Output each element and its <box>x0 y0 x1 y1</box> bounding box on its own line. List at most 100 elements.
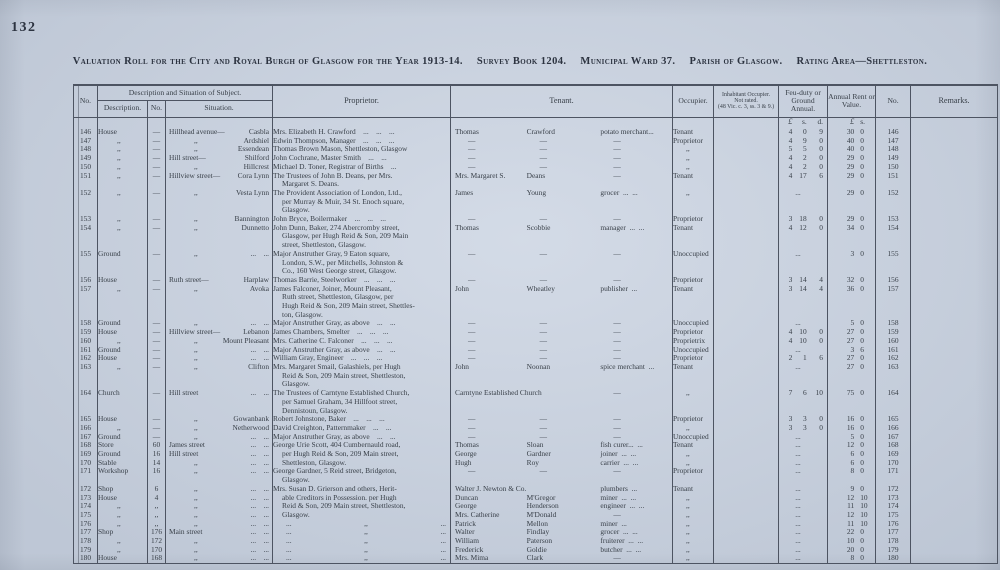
cell-tenant: — — — <box>450 432 674 442</box>
situation-street: ,, <box>194 432 198 441</box>
situation-street: ,, <box>194 319 198 328</box>
roll-row: 147,, —,, Ardshiel Edwin Thompson, Manager … <box>73 136 998 146</box>
cell-annual-rent: 16 0 <box>827 423 877 433</box>
situation-name: ... ... <box>250 510 270 519</box>
cell-inhabitant-occupier <box>713 484 780 494</box>
header-occupier: Occupier. <box>672 85 715 118</box>
roll-row: 153,, —,, Bannington John Bryce, Boilermake… <box>73 215 998 224</box>
cell-entry-no-right: 166 <box>875 423 912 433</box>
cell-remarks <box>911 224 998 250</box>
cell-entry-no: 156 <box>73 275 98 285</box>
cell-house-no: — <box>147 415 166 424</box>
cell-remarks <box>911 276 998 285</box>
tenant-forename: Thomas <box>455 128 479 136</box>
cell-occupier: Unoccupied <box>672 345 715 355</box>
proprietor-ditto: ... <box>440 545 447 554</box>
cell-feu-duty: 3 14 4 <box>778 275 829 285</box>
cell-remarks <box>911 163 998 172</box>
cell-annual-rent: 20 0 <box>827 545 877 555</box>
cell-occupier: Tenant <box>672 223 715 250</box>
rent-shillings: 0 <box>860 188 864 197</box>
situation-street: Hillhead avenue— <box>169 128 225 136</box>
cell-feu-duty: ... <box>778 458 829 468</box>
feu-dots: ... <box>795 554 801 563</box>
cell-entry-no-right: 180 <box>875 554 912 564</box>
tenant-forename: — <box>468 423 476 432</box>
roll-row: 166,, —,, Netherwood David Creighton, Patte… <box>73 423 998 433</box>
cell-occupier: Tenant <box>672 128 715 137</box>
cell-house-no: ,, <box>147 519 166 529</box>
cell-proprietor: Mrs. Elizabeth H. Crawford ... ... ... <box>272 128 452 137</box>
cell-entry-no: 168 <box>73 441 98 451</box>
cell-occupier: Tenant <box>672 484 715 494</box>
tenant-forename: — <box>468 354 476 363</box>
cell-proprietor: Thomas Barrie, Steelworker ... ... ... <box>272 275 452 285</box>
cell-situation: ,, ... ... <box>165 345 274 355</box>
cell-house-no: ,, <box>147 502 166 511</box>
cell-house-no: — <box>147 136 166 146</box>
feu-value: 0 <box>819 423 823 432</box>
rent-shillings: 0 <box>860 537 864 546</box>
cell-house-no: — <box>147 188 166 216</box>
cell-inhabitant-occupier <box>713 154 780 163</box>
cell-description: Ground <box>97 319 148 329</box>
cell-proprietor: James Falconer, Joiner, Mount Pleasant, R… <box>272 284 452 320</box>
cell-entry-no-right: 153 <box>875 215 912 224</box>
feu-value: 4 <box>819 284 823 293</box>
situation-name: ... ... <box>250 545 270 554</box>
rent-shillings: 0 <box>860 484 864 493</box>
situation-name: Essendean <box>237 145 270 154</box>
tenant-forename: — <box>468 249 476 258</box>
cell-house-no: — <box>147 319 166 329</box>
rent-shillings: 10 <box>860 493 868 502</box>
proprietor-line: Robert Johnstone, Baker ... ... ... <box>273 415 385 424</box>
cell-house-no: 172 <box>147 537 166 546</box>
tenant-surname: — <box>539 145 548 154</box>
cell-house-no: ,, <box>147 510 166 520</box>
cell-description: ,, <box>97 162 148 172</box>
situation-name: ... ... <box>250 432 270 441</box>
tenant-occupation: publisher ... <box>600 284 638 293</box>
cell-inhabitant-occupier <box>713 284 780 320</box>
proprietor-ditto: ... <box>286 519 292 528</box>
cell-annual-rent: 29 0 <box>827 188 877 216</box>
proprietor-line: street, Shettleston, Glasgow. <box>282 240 366 250</box>
proprietor-line: Major Anstruther Gray, as above ... ... <box>273 319 396 328</box>
situation-name: Cora Lynn <box>237 171 270 180</box>
proprietor-line: George Urie Scott, 404 Cumbernauld road, <box>273 441 401 450</box>
proprietor-line: Glasgow. <box>282 205 310 215</box>
tenant-occupation: — <box>613 423 621 432</box>
cell-tenant: Mrs. Catherine M'Donald — <box>450 510 674 520</box>
tenant-surname: — <box>539 345 548 354</box>
cell-inhabitant-occupier <box>713 128 780 137</box>
cell-entry-no: 163 <box>73 362 98 390</box>
rent-pounds: 27 <box>846 328 855 337</box>
proprietor-ditto: ,, <box>364 545 368 554</box>
cell-remarks <box>911 528 998 537</box>
rent-pounds: 27 <box>846 362 855 371</box>
cell-situation: James street ... ... <box>165 441 274 451</box>
rent-pounds: 16 <box>846 415 855 424</box>
cell-description: ,, <box>97 136 148 146</box>
situation-street: Hillview street— <box>169 171 221 180</box>
situation-street: ,, <box>194 484 198 493</box>
tenant-occupation: — <box>613 467 621 476</box>
feu-value: 17 <box>799 171 807 180</box>
cell-annual-rent: 30 0 <box>827 128 877 137</box>
roll-row: 154,, —,, Dunnetto John Dunn, Baker, 274 Ab… <box>73 223 998 250</box>
cell-entry-no: 176 <box>73 519 98 529</box>
cell-situation: Hill street— Shilford <box>165 154 274 163</box>
rent-pound-sign: £ <box>850 117 855 126</box>
proprietor-line: Dennistoun, Glasgow. <box>282 405 348 415</box>
cell-inhabitant-occupier <box>713 328 780 337</box>
cell-description: House <box>97 128 148 137</box>
situation-name: ... ... <box>250 537 270 546</box>
cell-inhabitant-occupier <box>713 171 780 189</box>
cell-description: Ground <box>97 249 148 276</box>
header-feu-duty: Feu-duty or Ground Annual. <box>778 85 829 118</box>
cell-house-no: — <box>147 145 166 155</box>
feu-dots: ... <box>795 467 801 476</box>
proprietor-line: per Samuel Graham, 34 Hillfoot street, <box>282 396 398 406</box>
